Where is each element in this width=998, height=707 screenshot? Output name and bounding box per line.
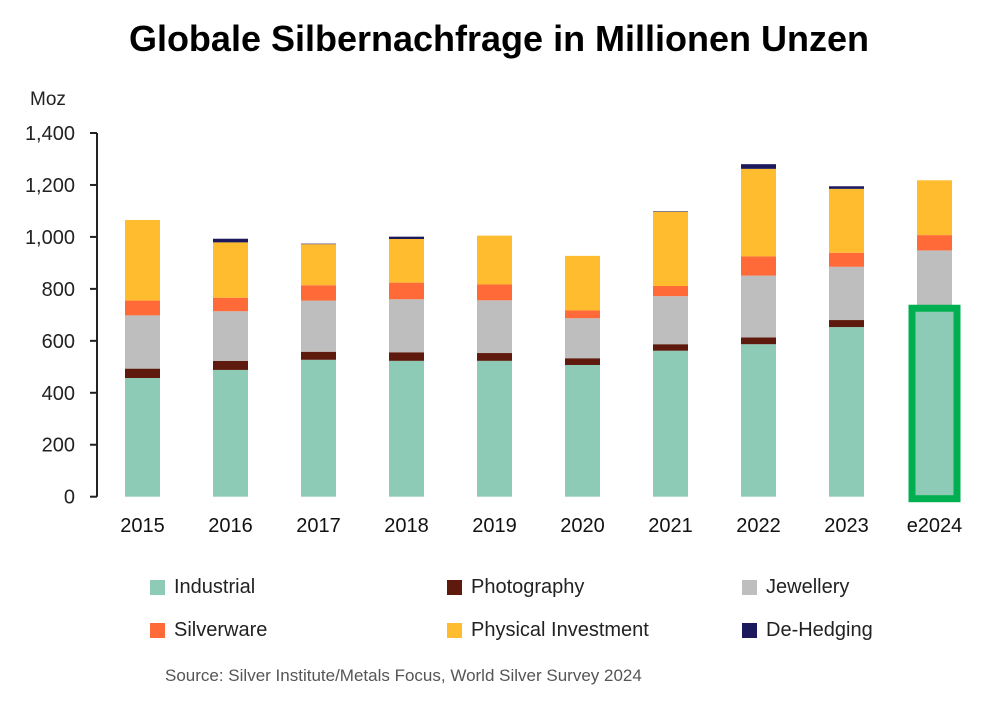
legend-label: Industrial	[174, 576, 256, 598]
legend-label: Silverware	[174, 619, 268, 641]
bar-photography-2020	[565, 358, 600, 365]
bar-physical-investment-e2024	[917, 180, 952, 236]
bar-photography-2015	[125, 368, 160, 378]
bar-photography-2018	[389, 352, 424, 361]
legend-label: Photography	[471, 576, 585, 598]
x-tick-label: 2022	[736, 515, 781, 537]
bar-physical-investment-2017	[301, 244, 336, 286]
bar-jewellery-2021	[653, 296, 688, 345]
legend-item: Silverware	[150, 619, 267, 642]
bar-photography-2017	[301, 351, 336, 360]
x-tick-label: 2015	[120, 515, 165, 537]
bar-industrial-2021	[653, 350, 688, 497]
x-tick-label: 2016	[208, 515, 253, 537]
x-tick-label: 2017	[296, 515, 341, 537]
bar-physical-investment-2018	[389, 238, 424, 283]
bar-industrial-2019	[477, 360, 512, 497]
bar-silverware-2021	[653, 286, 688, 297]
bar-jewellery-2020	[565, 318, 600, 359]
bar-jewellery-2017	[301, 300, 336, 352]
source-note: Source: Silver Institute/Metals Focus, W…	[165, 666, 642, 685]
legend-item: Physical Investment	[447, 619, 649, 642]
bar-jewellery-2023	[829, 266, 864, 321]
bar-jewellery-2016	[213, 311, 248, 361]
legend-swatch	[742, 580, 757, 595]
bar-photography-2021	[653, 344, 688, 351]
bar-de-hedging-2018	[389, 236, 424, 239]
bar-photography-2019	[477, 353, 512, 361]
x-tick-label: 2023	[824, 515, 869, 537]
y-tick-label: 400	[42, 383, 75, 405]
legend-item: Industrial	[150, 576, 255, 599]
bar-silverware-2017	[301, 285, 336, 301]
legend-swatch	[447, 580, 462, 595]
bar-industrial-2016	[213, 369, 248, 497]
legend-swatch	[742, 623, 757, 638]
x-tick-label: 2018	[384, 515, 429, 537]
y-axis-label: Moz	[30, 89, 66, 110]
bar-de-hedging-2016	[213, 238, 248, 243]
bar-industrial-2023	[829, 327, 864, 497]
y-tick-label: 200	[42, 435, 75, 457]
bar-jewellery-2022	[741, 275, 776, 338]
bar-silverware-2016	[213, 297, 248, 312]
highlight-box-e2024	[908, 304, 961, 503]
x-tick-label: 2021	[648, 515, 693, 537]
legend-label: Physical Investment	[471, 619, 649, 641]
bar-silverware-e2024	[917, 235, 952, 251]
bar-jewellery-2018	[389, 299, 424, 353]
x-tick-label: 2020	[560, 515, 605, 537]
bar-industrial-2017	[301, 359, 336, 497]
bar-silverware-2018	[389, 282, 424, 300]
y-tick-label: 1,000	[25, 227, 75, 249]
bar-de-hedging-2022	[741, 164, 776, 169]
bar-industrial-2020	[565, 364, 600, 497]
bar-industrial-2018	[389, 360, 424, 497]
y-tick-label: 600	[42, 331, 75, 353]
bar-physical-investment-2019	[477, 235, 512, 285]
bar-silverware-2020	[565, 310, 600, 319]
bar-industrial-2022	[741, 344, 776, 497]
x-tick-label: e2024	[907, 515, 963, 537]
bar-physical-investment-2023	[829, 188, 864, 253]
y-tick-label: 1,400	[25, 123, 75, 145]
legend-swatch	[150, 580, 165, 595]
bar-physical-investment-2016	[213, 242, 248, 298]
bar-industrial-2015	[125, 377, 160, 497]
y-tick-label: 1,200	[25, 175, 75, 197]
bar-photography-2023	[829, 320, 864, 328]
bar-physical-investment-2020	[565, 255, 600, 311]
bar-silverware-2015	[125, 300, 160, 316]
legend-swatch	[150, 623, 165, 638]
x-tick-label: 2019	[472, 515, 517, 537]
bar-silverware-2022	[741, 256, 776, 276]
chart-title: Globale Silbernachfrage in Millionen Unz…	[128, 18, 870, 59]
legend-label: De-Hedging	[766, 619, 873, 641]
bar-de-hedging-2021	[653, 211, 688, 212]
y-tick-label: 800	[42, 279, 75, 301]
bar-silverware-2023	[829, 252, 864, 267]
legend-item: De-Hedging	[742, 619, 873, 642]
bar-jewellery-2019	[477, 300, 512, 354]
bar-physical-investment-2022	[741, 168, 776, 257]
bar-de-hedging-2017	[301, 243, 336, 245]
bar-physical-investment-2015	[125, 220, 160, 301]
bar-jewellery-e2024	[917, 250, 952, 306]
bar-jewellery-2015	[125, 315, 160, 369]
bar-photography-2022	[741, 337, 776, 345]
bar-silverware-2019	[477, 284, 512, 301]
y-tick-label: 0	[64, 487, 75, 509]
legend-swatch	[447, 623, 462, 638]
bar-physical-investment-2021	[653, 211, 688, 287]
legend-item: Jewellery	[742, 576, 849, 599]
bar-photography-2016	[213, 360, 248, 370]
bar-de-hedging-2023	[829, 186, 864, 189]
legend-item: Photography	[447, 576, 584, 599]
legend-label: Jewellery	[766, 576, 850, 598]
